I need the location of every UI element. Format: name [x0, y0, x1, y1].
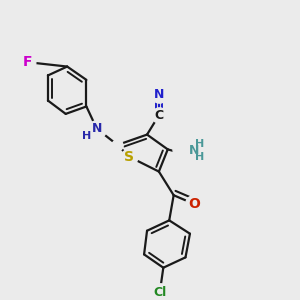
Text: H: H	[195, 152, 204, 162]
Text: O: O	[188, 197, 200, 211]
Text: H: H	[195, 139, 204, 149]
Text: H: H	[82, 131, 91, 141]
Text: N: N	[189, 144, 199, 158]
Text: C: C	[154, 109, 164, 122]
Text: N: N	[154, 88, 164, 101]
Text: Cl: Cl	[153, 286, 166, 299]
Text: S: S	[124, 150, 134, 164]
Text: N: N	[92, 122, 102, 135]
Text: F: F	[22, 55, 32, 69]
